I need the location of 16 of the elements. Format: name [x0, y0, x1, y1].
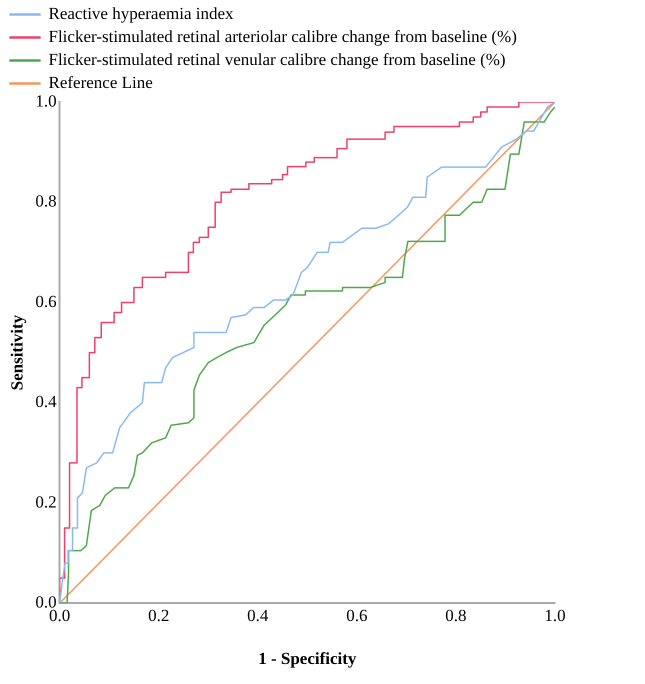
y-tick-label: 0.4 [35, 392, 58, 412]
y-tick-label: 0.2 [35, 492, 57, 512]
x-tick-label: 0.4 [247, 606, 269, 625]
y-tick-label: 0.8 [35, 192, 57, 211]
x-tick-label: 0.8 [445, 606, 467, 625]
legend-label: Reactive hyperaemia index [48, 4, 234, 23]
x-tick-label: 0.6 [346, 606, 368, 625]
legend-label: Reference Line [48, 72, 153, 92]
y-tick-label: 1.0 [35, 91, 57, 110]
y-tick-label: 0.6 [35, 292, 57, 311]
legend-label: Flicker-stimulated retinal arteriolar calibre change from baseline (%) [48, 26, 517, 46]
legend-label: Flicker-stimulated retinal venular calibre change from baseline (%) [48, 50, 506, 69]
x-tick-label: 1.0 [544, 606, 566, 625]
y-axis-title: Sensitivity [8, 314, 27, 390]
x-axis-title: 1 - Specificity [258, 649, 357, 668]
x-tick-label: 0.2 [148, 606, 170, 625]
